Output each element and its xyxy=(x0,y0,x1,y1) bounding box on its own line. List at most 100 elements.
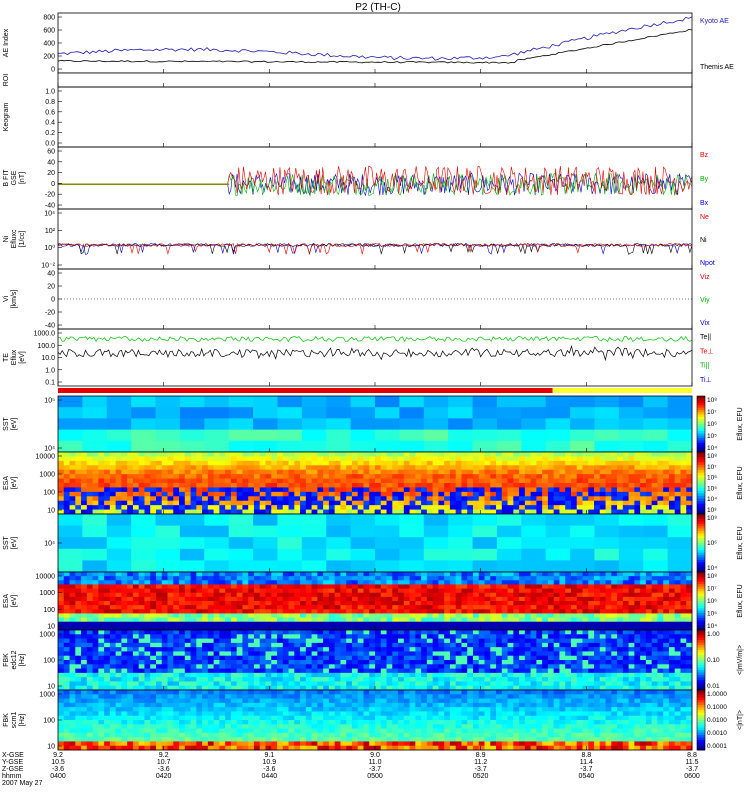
spectrogram-cell xyxy=(86,496,93,502)
spectrogram-cell xyxy=(259,487,266,493)
spectrogram-cell xyxy=(167,460,174,466)
spectrogram-cell xyxy=(519,642,526,648)
spectrogram-cell xyxy=(467,672,474,678)
spectrogram-cell xyxy=(202,609,209,614)
spectrogram-cell xyxy=(265,660,272,665)
spectrogram-cell xyxy=(305,496,312,502)
spectrogram-cell xyxy=(294,642,301,648)
spectrogram-cell xyxy=(570,638,578,644)
spectrogram-cell xyxy=(58,668,65,674)
spectrogram-cell xyxy=(542,668,549,674)
spectrogram-cell xyxy=(472,625,480,631)
spectrogram-cell xyxy=(115,460,122,466)
spectrogram-cell xyxy=(403,685,410,691)
spectrogram-cell xyxy=(369,617,376,623)
spectrogram-cell xyxy=(173,509,180,515)
spectrogram-cell xyxy=(521,407,547,419)
spectrogram-cell xyxy=(651,621,658,627)
spectrogram-cell xyxy=(305,592,312,598)
spectrogram-cell xyxy=(253,588,261,594)
spectrogram-cell xyxy=(663,505,670,510)
spectrogram-cell xyxy=(213,647,220,652)
spectrogram-cell xyxy=(594,580,601,585)
spectrogram-cell xyxy=(323,592,330,598)
spectrogram-cell xyxy=(628,613,635,618)
spectrogram-cell xyxy=(150,630,157,635)
spectrogram-cell xyxy=(432,580,439,585)
series-te-parallel xyxy=(57,344,693,362)
colorbar-segment xyxy=(697,559,705,563)
spectrogram-cell xyxy=(547,651,555,657)
spectrogram-cell xyxy=(545,429,571,442)
spectrogram-cell xyxy=(155,500,163,506)
spectrogram-cell xyxy=(380,491,387,497)
spectrogram-cell xyxy=(259,465,266,471)
spectrogram-cell xyxy=(305,487,312,493)
spectrogram-cell xyxy=(253,668,261,674)
spectrogram-cell xyxy=(651,576,658,581)
spectrogram-cell xyxy=(305,469,312,475)
spectrogram-cell xyxy=(357,625,364,631)
spectrogram-cell xyxy=(674,605,681,610)
spectrogram-cell xyxy=(559,651,566,657)
spectrogram-cell xyxy=(524,668,532,674)
spectrogram-cell xyxy=(225,496,232,502)
spectrogram-cell xyxy=(265,487,272,493)
spectrogram-cell xyxy=(363,456,370,462)
spectrogram-cell xyxy=(680,505,687,510)
spectrogram-cell xyxy=(357,681,364,687)
spectrogram-cell xyxy=(668,474,676,479)
spectrogram-cell xyxy=(643,418,669,430)
spectrogram-cell xyxy=(98,478,105,484)
spectrogram-cell xyxy=(668,613,676,618)
spectrogram-cell xyxy=(467,491,474,497)
spectrogram-cell xyxy=(582,672,589,678)
spectrogram-cell xyxy=(501,487,508,493)
spectrogram-cell xyxy=(484,452,491,457)
spectrogram-cell xyxy=(461,642,468,648)
spectrogram-cell xyxy=(253,621,261,627)
spectrogram-cell xyxy=(207,668,215,674)
spectrogram-cell xyxy=(311,630,318,635)
spectrogram-cell xyxy=(98,465,105,471)
spectrogram-cell xyxy=(155,465,163,471)
spectrogram-cell xyxy=(173,456,180,462)
spectrogram-cell xyxy=(109,465,117,471)
spectrogram-cell xyxy=(204,560,230,573)
spectrogram-cell xyxy=(547,621,555,627)
spectrogram-cell xyxy=(317,452,324,457)
spectrogram-cell xyxy=(63,601,70,606)
spectrogram-cell xyxy=(545,440,571,453)
spectrogram-cell xyxy=(490,601,497,606)
spectrogram-cell xyxy=(104,621,111,627)
spectrogram-cell xyxy=(663,509,670,515)
spectrogram-cell xyxy=(403,621,410,627)
spectrogram-cell xyxy=(115,647,122,652)
spectrogram-cell xyxy=(323,613,330,618)
spectrogram-cell xyxy=(357,465,364,471)
spectrogram-cell xyxy=(253,596,261,602)
spectrogram-cell xyxy=(236,613,243,618)
spectrogram-cell xyxy=(363,592,370,598)
spectrogram-cell xyxy=(449,496,457,502)
spectrogram-cell xyxy=(305,572,312,577)
spectrogram-cell xyxy=(467,613,474,618)
spectrogram-cell xyxy=(340,572,347,577)
spectrogram-cell xyxy=(167,576,174,581)
spectrogram-cell xyxy=(570,596,578,602)
spectrogram-cell xyxy=(438,500,445,506)
spectrogram-cell xyxy=(524,613,532,618)
spectrogram-cell xyxy=(340,474,347,479)
spectrogram-cell xyxy=(645,596,653,602)
spectrogram-cell xyxy=(138,605,145,610)
spectrogram-cell xyxy=(559,584,566,589)
panel-ylabel: [eV] xyxy=(11,477,18,490)
spectrogram-cell xyxy=(444,452,451,457)
spectrogram-cell xyxy=(570,601,578,606)
spectrogram-cell xyxy=(588,601,595,606)
spectrogram-cell xyxy=(86,592,93,598)
spectrogram-cell xyxy=(282,681,289,687)
spectrogram-cell xyxy=(594,509,601,515)
spectrogram-cell xyxy=(305,580,312,585)
spectrogram-cell xyxy=(132,672,140,678)
